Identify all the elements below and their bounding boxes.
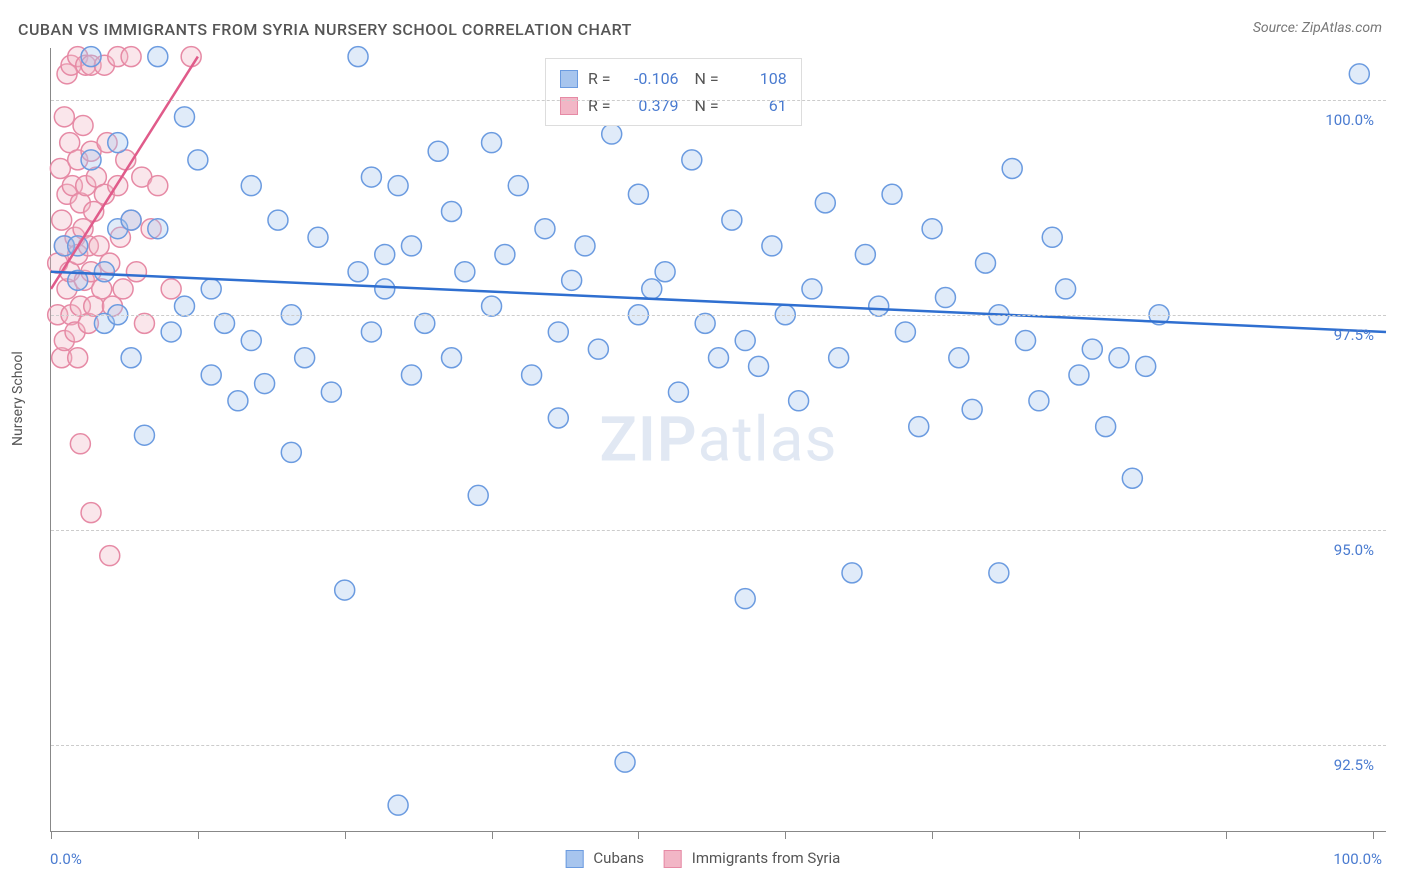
n-label-2: N =: [695, 92, 719, 119]
r-label: R =: [588, 65, 611, 92]
yaxis-title: Nursery School: [10, 351, 26, 446]
stats-row-series2: R = 0.379 N = 61: [560, 92, 787, 119]
legend-item-2: Immigrants from Syria: [664, 849, 840, 868]
source-credit: Source: ZipAtlas.com: [1253, 20, 1382, 36]
legend-swatch-2: [664, 850, 682, 868]
s2-r-value: 0.379: [621, 92, 679, 119]
stats-legend-box: R = -0.106 N = 108 R = 0.379 N = 61: [545, 58, 802, 126]
legend-swatch-1: [566, 850, 584, 868]
scatter-svg: [51, 48, 1386, 831]
legend-bottom: Cubans Immigrants from Syria: [566, 849, 841, 868]
ytick-label: 100.0%: [1325, 111, 1374, 129]
chart-plot-area: ZIPatlas R = -0.106 N = 108 R = 0.379 N …: [50, 48, 1386, 832]
xaxis-max-label: 100.0%: [1333, 850, 1382, 868]
legend-label-2: Immigrants from Syria: [692, 849, 841, 867]
stats-swatch-1: [560, 70, 578, 88]
legend-label-1: Cubans: [593, 849, 644, 867]
stats-row-series1: R = -0.106 N = 108: [560, 65, 787, 92]
xaxis-min-label: 0.0%: [50, 850, 82, 868]
r-label-2: R =: [588, 92, 611, 119]
ytick-label: 97.5%: [1334, 326, 1374, 344]
n-label: N =: [695, 65, 719, 92]
s2-n-value: 61: [729, 92, 787, 119]
s1-n-value: 108: [729, 65, 787, 92]
ytick-label: 92.5%: [1334, 756, 1374, 774]
ytick-label: 95.0%: [1334, 541, 1374, 559]
chart-title: CUBAN VS IMMIGRANTS FROM SYRIA NURSERY S…: [18, 20, 632, 39]
legend-item-1: Cubans: [566, 849, 644, 868]
s1-r-value: -0.106: [621, 65, 679, 92]
